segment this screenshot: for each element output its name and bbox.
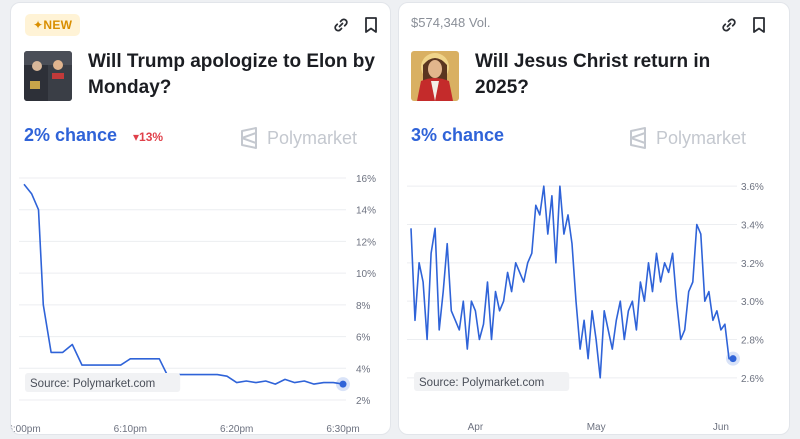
source-text: Source: Polymarket.com <box>419 377 544 389</box>
polymarket-logo-icon <box>630 127 646 149</box>
market-title-line-1: Will Jesus Christ return in <box>475 51 711 72</box>
market-title-line-1: Will Trump apologize to Elon by <box>88 51 375 72</box>
market-thumbnail <box>411 51 459 101</box>
y-tick-label: 6% <box>356 333 371 344</box>
y-tick-label: 2% <box>356 396 371 407</box>
y-tick-label: 3.2% <box>741 259 764 270</box>
polymarket-brand-label: Polymarket <box>267 128 358 148</box>
polymarket-logo-icon <box>241 127 257 149</box>
last-point <box>339 380 347 388</box>
link-icon[interactable] <box>719 15 739 35</box>
x-tick-label: 6:20pm <box>220 424 253 435</box>
y-tick-label: 3.6% <box>741 182 764 193</box>
y-tick-label: 3.0% <box>741 297 764 308</box>
source-label: Source: Polymarket.com <box>25 373 181 392</box>
market-card-trump[interactable]: ✦NEW Will Trump apologize to Elon by Mon… <box>10 2 391 435</box>
source-label: Source: Polymarket.com <box>414 372 570 391</box>
market-title-line-2: 2025? <box>475 77 529 98</box>
market-title[interactable]: Will Jesus Christ return in 2025? <box>475 49 775 101</box>
y-tick-label: 2.8% <box>741 336 764 347</box>
x-tick-label: 6:30pm <box>326 424 359 435</box>
new-badge: ✦NEW <box>25 14 81 36</box>
x-tick-label: May <box>587 422 606 433</box>
bookmark-icon[interactable] <box>749 15 769 35</box>
link-icon[interactable] <box>331 15 351 35</box>
price-chart[interactable]: 16% 14% 12% 10% 8% 6% 4% 2% 6:00pm 6:10pm 6:20pm 6:… <box>11 3 391 435</box>
x-tick-label: Jun <box>713 422 729 433</box>
chance-value: 3% chance <box>411 125 505 145</box>
y-tick-label: 2.6% <box>741 374 764 385</box>
x-tick-label: 6:10pm <box>114 424 147 435</box>
market-card-jesus[interactable]: $574,348 Vol. Will Jesus Christ return i… <box>398 2 790 435</box>
series-line <box>410 185 733 379</box>
y-tick-label: 12% <box>356 237 376 248</box>
y-tick-label: 10% <box>356 269 376 280</box>
y-tick-label: 14% <box>356 206 376 217</box>
chance-value: 2% chance <box>24 125 118 145</box>
price-chart[interactable]: 3.6% 3.4% 3.2% 3.0% 2.8% 2.6% Apr May Jun Source:… <box>399 3 790 435</box>
market-thumbnail <box>24 51 72 101</box>
x-tick-label: 6:00pm <box>11 424 41 435</box>
last-point <box>729 355 737 363</box>
y-tick-label: 4% <box>356 364 371 375</box>
y-tick-label: 16% <box>356 174 376 185</box>
y-tick-label: 3.4% <box>741 221 764 232</box>
source-text: Source: Polymarket.com <box>30 378 155 390</box>
volume-label: $574,348 Vol. <box>411 15 491 30</box>
market-title[interactable]: Will Trump apologize to Elon by Monday? <box>88 49 383 101</box>
x-tick-label: Apr <box>468 422 484 433</box>
polymarket-brand-label: Polymarket <box>656 128 747 148</box>
series-line <box>23 183 344 385</box>
y-tick-label: 8% <box>356 301 371 312</box>
bookmark-icon[interactable] <box>361 15 381 35</box>
chance-delta: ▾13% <box>133 130 164 144</box>
market-title-line-2: Monday? <box>88 77 172 98</box>
